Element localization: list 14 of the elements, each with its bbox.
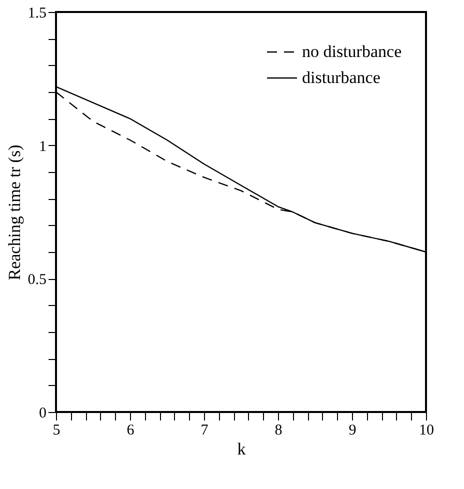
x-axis-title: k [237, 440, 246, 458]
y-tick-label: 1.5 [28, 6, 46, 22]
x-tick-label: 8 [274, 422, 282, 438]
legend-label: no disturbance [302, 42, 402, 61]
x-tick-label: 10 [419, 422, 434, 438]
x-tick-label: 9 [348, 422, 356, 438]
y-tick-label: 1 [39, 138, 46, 155]
legend-label: disturbance [302, 68, 380, 87]
x-tick-label: 6 [126, 422, 135, 438]
y-tick-label: 0 [39, 406, 46, 422]
x-tick-label: 5 [52, 422, 60, 438]
y-tick-label: 0.5 [28, 272, 46, 288]
y-axis-title: Reaching time tr (s) [4, 144, 24, 280]
x-tick-label: 7 [200, 422, 209, 438]
